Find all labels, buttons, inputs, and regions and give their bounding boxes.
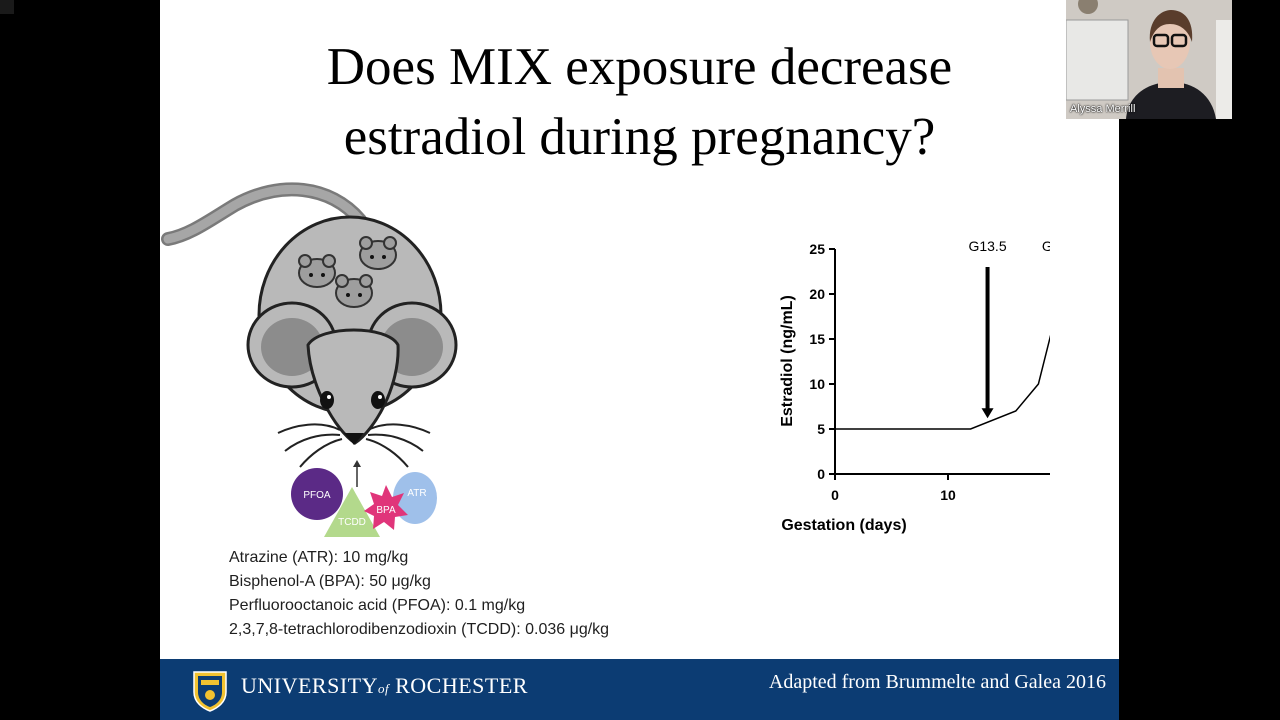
bpa-star xyxy=(364,485,408,530)
annotation-label: G13.5 xyxy=(968,238,1006,254)
chemical-dose-item: Atrazine (ATR): 10 mg/kg xyxy=(229,549,409,566)
mouse-whiskers xyxy=(277,423,431,468)
y-axis-label: Estradiol (ng/mL) xyxy=(779,295,796,427)
x-tick-label: 0 xyxy=(831,487,839,503)
estradiol-line-chart: 01020300510152025 G13.5G17.5Birth Gestat… xyxy=(779,238,1050,534)
y-tick-label: 15 xyxy=(809,331,825,347)
wordmark-of: of xyxy=(378,681,390,696)
chemical-dose-item: Perfluorooctanoic acid (PFOA): 0.1 mg/kg xyxy=(229,597,526,614)
tcdd-label: TCDD xyxy=(338,517,366,528)
chemical-dose-item: 2,3,7,8-tetrachlorodibenzodioxin (TCDD):… xyxy=(229,621,610,638)
presentation-slide: Does MIX exposure decrease estradiol dur… xyxy=(160,0,1119,720)
annotation-label: G17.5 xyxy=(1042,238,1050,254)
pregnant-mouse-illustration: PFOA TCDD BPA ATR xyxy=(161,182,458,537)
mouse-pups xyxy=(298,236,397,308)
annotation-arrow-head xyxy=(981,408,994,419)
chemical-dose-item: Bisphenol-A (BPA): 50 μg/kg xyxy=(229,573,431,590)
slide-title-line-1: Does MIX exposure decrease xyxy=(326,38,953,96)
slide-title-line-2: estradiol during pregnancy? xyxy=(343,108,936,166)
y-tick-label: 5 xyxy=(817,421,825,437)
y-tick-label: 0 xyxy=(817,466,825,482)
university-seal-icon xyxy=(193,671,227,712)
citation-text: Adapted from Brummelte and Galea 2016 xyxy=(768,671,1106,693)
participant-video-tile[interactable]: Alyssa Merrill xyxy=(1066,0,1232,119)
university-wordmark: UNIVERSITYof ROCHESTER xyxy=(241,673,528,699)
chemical-mixture-icons: PFOA TCDD BPA ATR xyxy=(291,468,437,537)
chemical-dose-list: Atrazine (ATR): 10 mg/kg Bisphenol-A (BP… xyxy=(229,546,609,642)
y-tick-label: 20 xyxy=(809,286,825,302)
x-tick-label: 10 xyxy=(940,487,956,503)
tcdd-triangle xyxy=(324,487,380,537)
x-axis-label: Gestation (days) xyxy=(781,517,906,534)
pfoa-label: PFOA xyxy=(303,490,331,501)
mouse-head xyxy=(306,328,400,445)
wordmark-university: UNIVERSITY xyxy=(241,673,378,698)
mouse-left-eye xyxy=(320,391,334,409)
y-tick-label: 25 xyxy=(809,241,825,257)
pfoa-circle xyxy=(291,468,343,520)
participant-video-feed xyxy=(1066,0,1232,119)
participant-name: Alyssa Merrill xyxy=(1070,103,1136,115)
screen-corner-glare xyxy=(0,0,14,14)
university-footer-bar: UNIVERSITYof ROCHESTER Adapted from Brum… xyxy=(160,659,1119,720)
estradiol-series-line xyxy=(835,334,1050,430)
atr-label: ATR xyxy=(407,488,426,499)
y-tick-label: 10 xyxy=(809,376,825,392)
mouse-nose xyxy=(344,433,364,445)
bpa-label: BPA xyxy=(376,505,396,516)
mouse-right-eye xyxy=(371,391,385,409)
wordmark-rochester: ROCHESTER xyxy=(395,673,528,698)
